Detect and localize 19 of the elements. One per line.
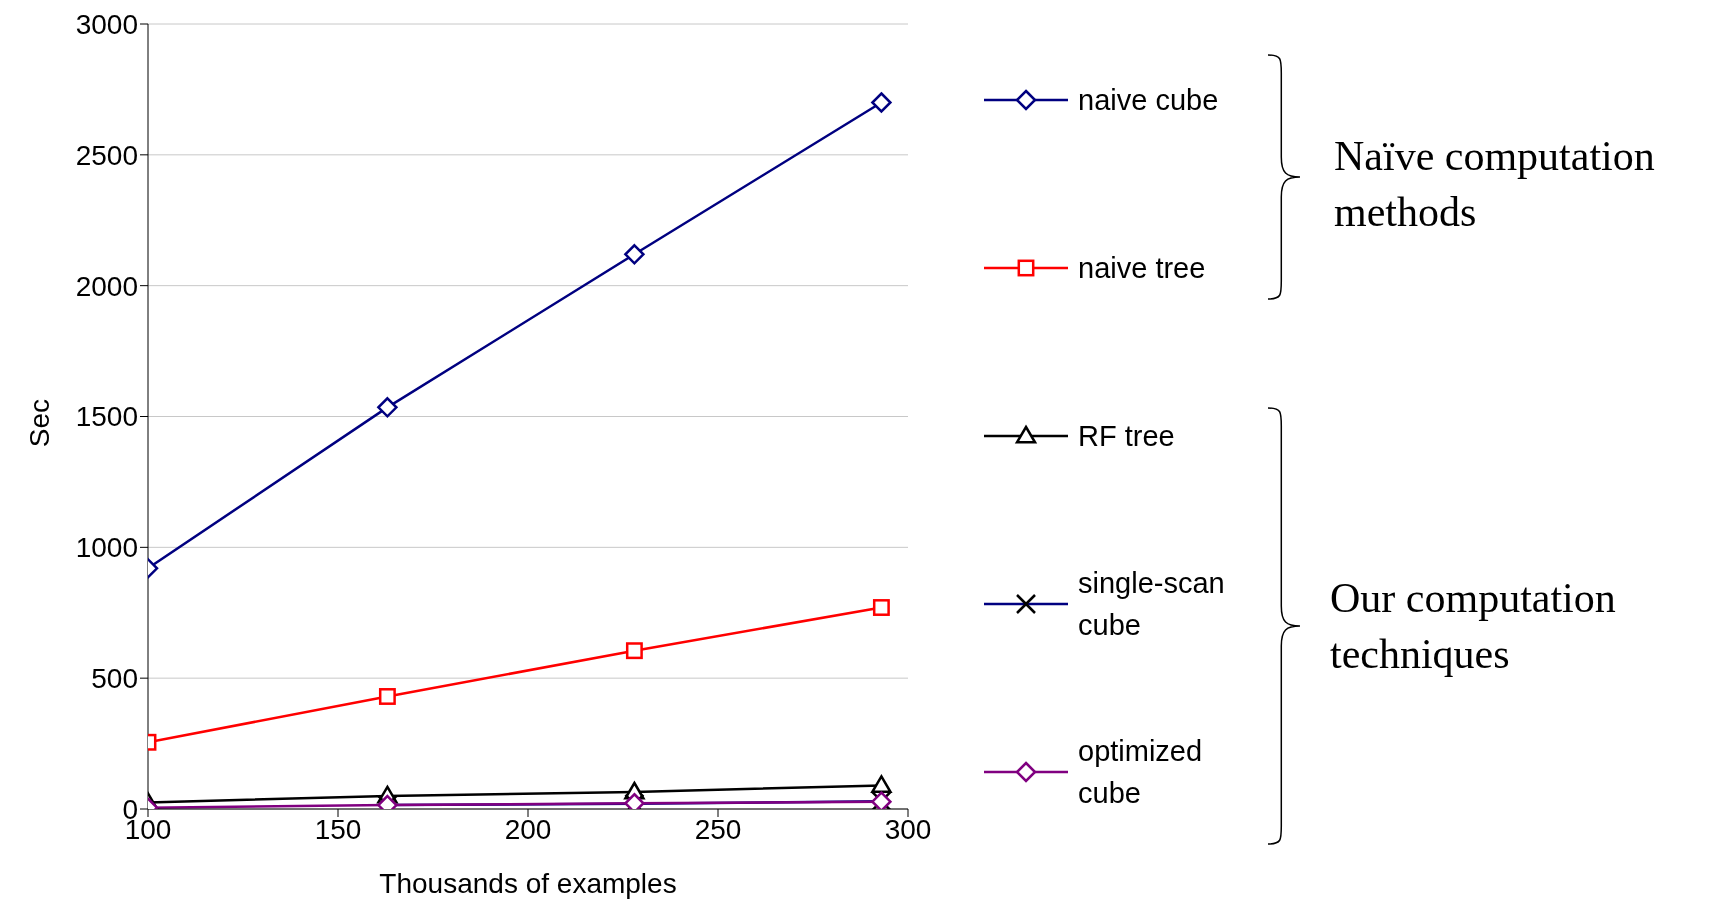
x-tick-label: 300 bbox=[884, 813, 932, 845]
legend-label: naive cube bbox=[1078, 83, 1220, 118]
y-tick-label: 500 bbox=[91, 663, 138, 695]
legend-label: RF tree bbox=[1078, 419, 1176, 454]
x-tick-label: 250 bbox=[694, 813, 742, 845]
y-tick-label: 1000 bbox=[75, 532, 138, 564]
x-axis-title: Thousands of examples bbox=[378, 868, 678, 900]
y-tick-label: 2000 bbox=[75, 270, 138, 302]
y-axis-title: Sec bbox=[24, 398, 56, 448]
y-tick-label: 3000 bbox=[75, 8, 138, 40]
legend-label: naive tree bbox=[1078, 251, 1207, 286]
x-tick-label: 150 bbox=[314, 813, 362, 845]
y-tick-label: 1500 bbox=[75, 401, 138, 433]
x-tick-label: 200 bbox=[504, 813, 552, 845]
legend-label: optimized cube bbox=[1078, 734, 1204, 811]
y-tick-label: 2500 bbox=[75, 139, 138, 171]
text: Naïve computation methods bbox=[1334, 132, 1656, 237]
text: Our computation techniques bbox=[1330, 574, 1617, 679]
legend-label: single-scan cube bbox=[1078, 566, 1226, 643]
